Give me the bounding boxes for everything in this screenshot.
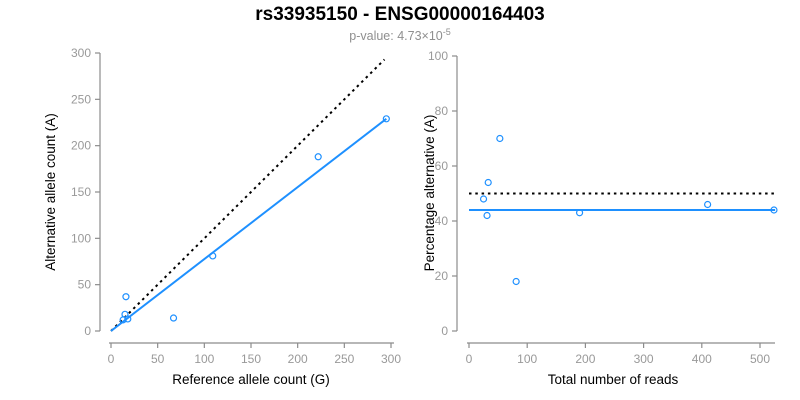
x-tick-label: 100 — [194, 352, 214, 366]
y-tick-label: 150 — [71, 185, 91, 199]
x-tick-label: 0 — [108, 352, 115, 366]
data-point — [770, 206, 778, 214]
x-tick-label: 200 — [288, 352, 308, 366]
x-tick-label: 300 — [634, 352, 654, 366]
y-tick-label: 0 — [84, 324, 91, 338]
data-point — [479, 195, 488, 203]
x-tick-label: 0 — [466, 352, 473, 366]
x-tick-label: 300 — [381, 352, 401, 366]
data-point — [121, 310, 129, 318]
figure-subtitle: p-value: 4.73×10-5 — [0, 27, 800, 43]
data-point — [169, 314, 178, 322]
data-point — [704, 200, 712, 209]
identity-line — [110, 58, 386, 332]
y-tick-label: 40 — [435, 214, 449, 228]
x-tick-label: 500 — [750, 352, 770, 366]
p-value-text: p-value: 4.73×10 — [349, 29, 443, 44]
y-tick-label: 0 — [441, 324, 448, 338]
right-y-axis-label: Percentage alternative (A) — [422, 115, 437, 272]
left-y-axis-label: Alternative allele count (A) — [43, 113, 58, 271]
figure-title: rs33935150 - ENSG00000164403 — [255, 4, 545, 25]
x-tick-label: 150 — [241, 352, 261, 366]
p-value-exponent: -5 — [442, 27, 451, 37]
data-point — [575, 209, 584, 217]
y-tick-label: 250 — [71, 92, 91, 106]
x-tick-label: 200 — [575, 352, 595, 366]
y-tick-label: 300 — [71, 46, 91, 60]
y-tick-label: 20 — [435, 269, 449, 283]
y-tick-label: 60 — [435, 159, 449, 173]
data-point — [314, 153, 322, 161]
x-tick-label: 100 — [517, 352, 537, 366]
left-x-axis-label: Reference allele count (G) — [172, 372, 330, 387]
data-point — [483, 211, 491, 220]
data-point — [512, 277, 520, 286]
x-tick-label: 250 — [334, 352, 354, 366]
y-tick-label: 100 — [428, 49, 448, 63]
data-point — [382, 115, 390, 123]
data-point — [209, 252, 217, 260]
left-panel-allele-counts: Reference allele count (G) Alternative a… — [43, 46, 401, 387]
y-tick-label: 200 — [71, 139, 91, 153]
right-x-axis-label: Total number of reads — [548, 372, 679, 387]
right-panel-percentage-reads: Total number of reads Percentage alterna… — [422, 49, 778, 387]
x-tick-label: 50 — [151, 352, 165, 366]
data-point — [496, 134, 504, 143]
y-tick-label: 100 — [71, 231, 91, 245]
data-point — [122, 293, 130, 301]
y-tick-label: 80 — [435, 104, 449, 118]
fit-line — [110, 118, 387, 332]
y-tick-label: 50 — [78, 278, 92, 292]
x-tick-label: 400 — [692, 352, 712, 366]
data-point — [484, 178, 492, 187]
